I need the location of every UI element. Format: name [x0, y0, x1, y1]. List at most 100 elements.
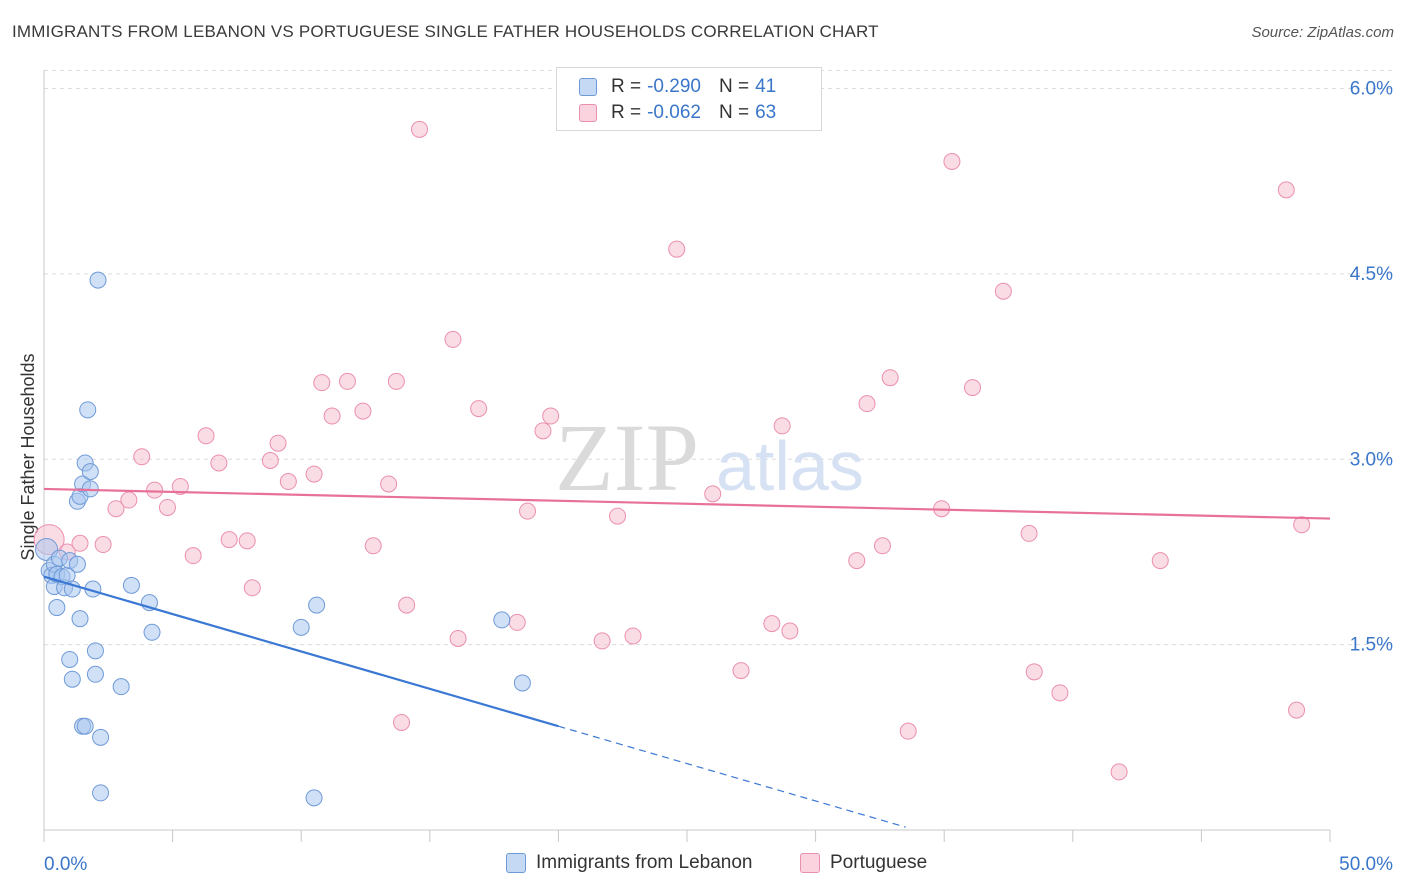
- lebanon-point: [86, 642, 104, 660]
- portuguese-point: [858, 395, 876, 413]
- n-value: 63: [755, 102, 777, 123]
- portuguese-point: [1051, 684, 1069, 702]
- portuguese-point: [773, 417, 791, 435]
- lebanon-point: [308, 596, 326, 614]
- portuguese-point: [94, 536, 112, 554]
- portuguese-point: [1288, 701, 1306, 719]
- legend-row-lebanon: R = -0.290 N = 41: [579, 75, 776, 99]
- portuguese-point: [899, 722, 917, 740]
- lebanon-point: [86, 665, 104, 683]
- portuguese-point: [994, 282, 1012, 300]
- portuguese-point: [1025, 663, 1043, 681]
- bottom-legend-lebanon: Immigrants from Lebanon: [506, 852, 753, 874]
- portuguese-point: [184, 547, 202, 565]
- lebanon-point: [89, 271, 107, 289]
- r-label: R =: [611, 76, 642, 97]
- lebanon-swatch: [579, 78, 597, 96]
- y-tick-label: 6.0%: [1350, 79, 1393, 100]
- lebanon-point: [92, 728, 110, 746]
- portuguese-point: [387, 372, 405, 390]
- lebanon-point: [513, 674, 531, 692]
- portuguese-trend-line: [43, 487, 1331, 520]
- portuguese-point: [1110, 763, 1128, 781]
- legend-label-portuguese: Portuguese: [830, 852, 928, 873]
- y-tick-label: 1.5%: [1350, 635, 1393, 656]
- portuguese-point: [133, 448, 151, 466]
- lebanon-trend-line: [43, 575, 559, 728]
- portuguese-point: [470, 400, 488, 418]
- y-axis-label: Single Father Households: [18, 353, 38, 560]
- bottom-legend-portuguese: Portuguese: [800, 852, 927, 874]
- watermark-atlas: atlas: [716, 427, 864, 505]
- portuguese-swatch: [800, 853, 820, 873]
- portuguese-point: [848, 552, 866, 570]
- portuguese-point: [338, 372, 356, 390]
- portuguese-point: [763, 615, 781, 633]
- correlation-legend: R = -0.290 N = 41 R = -0.062 N = 63: [556, 67, 822, 131]
- portuguese-point: [781, 622, 799, 640]
- portuguese-point: [1293, 516, 1311, 534]
- portuguese-point: [261, 452, 279, 470]
- watermark-zip: ZIP: [555, 404, 699, 511]
- source-label: Source: ZipAtlas.com: [1251, 24, 1394, 41]
- portuguese-point: [393, 713, 411, 731]
- portuguese-point: [146, 481, 164, 499]
- portuguese-point: [210, 454, 228, 472]
- portuguese-point: [364, 537, 382, 555]
- lebanon-trend-extension: [558, 725, 906, 828]
- portuguese-point: [519, 502, 537, 520]
- lebanon-point: [61, 650, 79, 668]
- portuguese-point: [873, 537, 891, 555]
- lebanon-point: [63, 670, 81, 688]
- lebanon-point: [305, 789, 323, 807]
- lebanon-swatch: [506, 853, 526, 873]
- r-value: -0.290: [647, 76, 701, 97]
- portuguese-point: [668, 240, 686, 258]
- portuguese-point: [704, 485, 722, 503]
- watermark: ZIP atlas: [555, 404, 864, 511]
- portuguese-point: [197, 427, 215, 445]
- portuguese-point: [243, 579, 261, 597]
- chart-title: IMMIGRANTS FROM LEBANON VS PORTUGUESE SI…: [12, 22, 879, 41]
- portuguese-point: [963, 379, 981, 397]
- portuguese-point: [881, 369, 899, 387]
- portuguese-point: [269, 434, 287, 452]
- lebanon-point: [112, 678, 130, 696]
- portuguese-point: [1020, 524, 1038, 542]
- portuguese-point: [323, 407, 341, 425]
- lebanon-point: [292, 618, 310, 636]
- lebanon-point: [48, 599, 66, 617]
- portuguese-point: [107, 500, 125, 518]
- portuguese-point: [305, 465, 323, 483]
- portuguese-point: [943, 152, 961, 170]
- lebanon-point: [68, 555, 86, 573]
- gridlines: [44, 70, 1392, 646]
- portuguese-point: [380, 475, 398, 493]
- portuguese-point: [508, 613, 526, 631]
- lebanon-point: [79, 401, 97, 419]
- portuguese-point: [354, 402, 372, 420]
- n-label: N =: [718, 76, 750, 97]
- x-ticks: [43, 830, 1331, 842]
- portuguese-point: [120, 491, 138, 509]
- portuguese-swatch: [579, 104, 597, 122]
- lebanon-point: [76, 717, 94, 735]
- lebanon-point: [92, 784, 110, 802]
- n-value: 41: [755, 76, 777, 97]
- portuguese-point: [1151, 552, 1169, 570]
- legend-row-portuguese: R = -0.062 N = 63: [579, 101, 776, 125]
- portuguese-point: [171, 477, 189, 495]
- portuguese-point: [1277, 181, 1295, 199]
- x-tick-label-min: 0.0%: [44, 854, 87, 875]
- portuguese-point: [279, 473, 297, 491]
- portuguese-point: [411, 120, 429, 138]
- y-tick-labels: 1.5% 3.0% 4.5% 6.0%: [1350, 79, 1393, 656]
- n-label: N =: [718, 102, 750, 123]
- lebanon-point: [71, 610, 89, 628]
- legend-label-lebanon: Immigrants from Lebanon: [536, 852, 753, 873]
- x-tick-label-max: 50.0%: [1339, 854, 1393, 875]
- r-label: R =: [611, 102, 642, 123]
- r-value: -0.062: [647, 102, 701, 123]
- portuguese-point: [238, 532, 256, 550]
